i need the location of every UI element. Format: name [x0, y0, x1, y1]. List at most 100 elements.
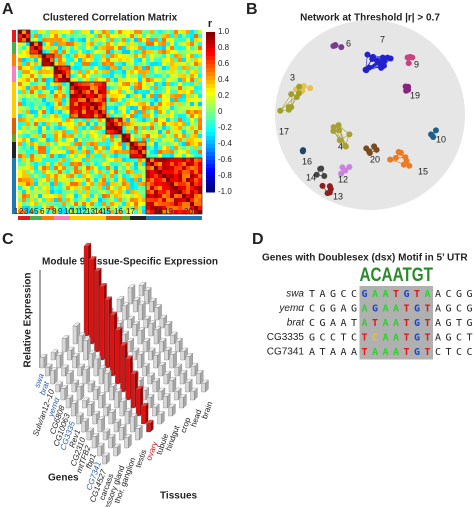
bar-top: [185, 353, 194, 357]
heatmap-cell: [158, 98, 162, 102]
heatmap-cell: [58, 202, 62, 206]
heatmap-cell: [90, 154, 94, 158]
heatmap-cell: [98, 94, 102, 98]
heatmap-cell: [122, 118, 126, 122]
heatmap-cell: [74, 190, 78, 194]
heatmap-cell: [198, 30, 202, 34]
bar-top: [81, 397, 90, 401]
heatmap-cell: [78, 30, 82, 34]
base: G: [414, 333, 420, 344]
heatmap-cell: [118, 54, 122, 58]
heatmap-cell: [138, 54, 142, 58]
heatmap-cell: [150, 126, 154, 130]
heatmap-cell: [190, 38, 194, 42]
bar-top: [120, 342, 128, 346]
heatmap-cell: [62, 182, 66, 186]
heatmap-cell: [30, 210, 34, 214]
heatmap-cell: [134, 130, 138, 134]
heatmap-cell: [134, 42, 138, 46]
heatmap-cell: [22, 94, 26, 98]
heatmap-cell: [170, 206, 174, 210]
heatmap-cell: [154, 182, 158, 186]
heatmap-cell: [66, 110, 70, 114]
heatmap-cell: [134, 142, 138, 146]
heatmap-cell: [70, 170, 74, 174]
heatmap-cell: [142, 114, 146, 118]
heatmap-cell: [178, 210, 182, 214]
heatmap-cell: [66, 146, 70, 150]
heatmap-cell: [86, 154, 90, 158]
heatmap-cell: [118, 134, 122, 138]
heatmap-cell: [86, 118, 90, 122]
heatmap-cell: [110, 74, 114, 78]
bar: [94, 270, 99, 353]
heatmap-cell: [78, 86, 82, 90]
node: [321, 172, 328, 179]
heatmap-cell: [178, 174, 182, 178]
heatmap-cell: [42, 150, 46, 154]
heatmap-cell: [162, 202, 166, 206]
node: [339, 164, 346, 171]
heatmap-cell: [82, 74, 86, 78]
heatmap-cell: [22, 58, 26, 62]
heatmap-cell: [166, 74, 170, 78]
heatmap-cell: [142, 90, 146, 94]
heatmap-cell: [74, 134, 78, 138]
heatmap-cell: [198, 90, 202, 94]
heatmap-cell: [190, 46, 194, 50]
heatmap-cell: [58, 30, 62, 34]
heatmap-cell: [162, 82, 166, 86]
heatmap-cell: [166, 174, 170, 178]
bar-top: [94, 267, 102, 272]
heatmap-cell: [130, 38, 134, 42]
heatmap-cell: [74, 170, 78, 174]
heatmap-cell: [66, 206, 70, 210]
colorbar-cell: [206, 52, 215, 57]
heatmap-cell: [74, 138, 78, 142]
heatmap-cell: [18, 118, 22, 122]
heatmap-cell: [134, 202, 138, 206]
colorbar-cell: [206, 152, 215, 157]
heatmap-cell: [162, 146, 166, 150]
heatmap-cell: [154, 158, 158, 162]
heatmap-cell: [114, 78, 118, 82]
heatmap-cell: [70, 82, 74, 86]
heatmap-cell: [102, 114, 106, 118]
heatmap-cell: [98, 142, 102, 146]
heatmap-cell: [194, 42, 198, 46]
heatmap-cell: [74, 202, 78, 206]
heatmap-cell: [90, 114, 94, 118]
heatmap-cell: [78, 118, 82, 122]
heatmap-cell: [194, 74, 198, 78]
heatmap-cell: [118, 66, 122, 70]
heatmap-cell: [134, 158, 138, 162]
heatmap-cell: [154, 82, 158, 86]
heatmap-cell: [30, 138, 34, 142]
heatmap-cell: [58, 138, 62, 142]
heatmap-cell: [90, 98, 94, 102]
heatmap-cell: [26, 38, 30, 42]
heatmap-cell: [174, 126, 178, 130]
heatmap-cell: [34, 30, 38, 34]
bar-top: [116, 296, 125, 300]
heatmap-cell: [38, 142, 42, 146]
bar: [76, 415, 81, 425]
heatmap-cell: [46, 114, 50, 118]
bar: [157, 390, 163, 401]
heatmap-cell: [90, 58, 94, 62]
heatmap-cell: [102, 94, 106, 98]
heatmap-cell: [70, 146, 74, 150]
heatmap-cell: [94, 154, 98, 158]
heatmap-cell: [70, 74, 74, 78]
heatmap-cell: [118, 210, 122, 214]
heatmap-cell: [194, 198, 198, 202]
heatmap-cell: [190, 146, 194, 150]
heatmap-cell: [22, 198, 26, 202]
heatmap-cell: [90, 202, 94, 206]
colorbar-cell: [206, 84, 215, 89]
bar: [81, 421, 86, 433]
heatmap-cell: [126, 202, 130, 206]
heatmap-cell: [114, 46, 118, 50]
bar-top: [91, 433, 100, 437]
heatmap-cell: [122, 178, 126, 182]
